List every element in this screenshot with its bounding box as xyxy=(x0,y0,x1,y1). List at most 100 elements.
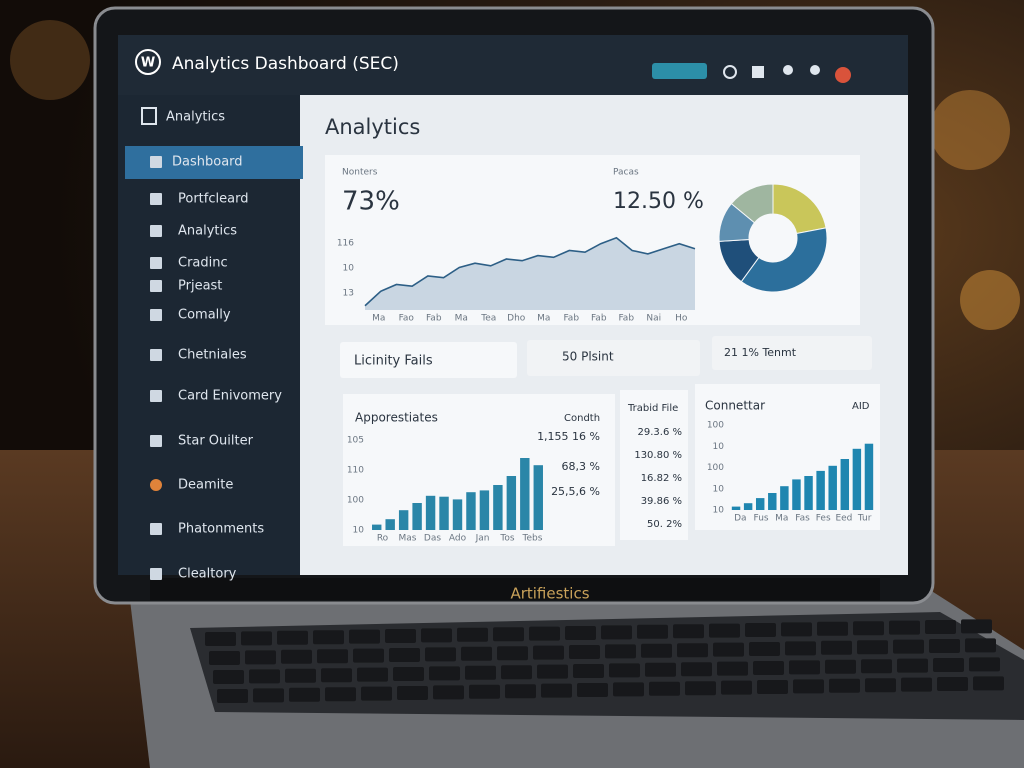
line-area xyxy=(365,237,695,310)
menu-item[interactable]: Analytics xyxy=(178,224,237,239)
x-axis-label: Ma xyxy=(372,314,385,324)
x-axis-label: Ma xyxy=(537,314,550,324)
x-axis-label: Fab xyxy=(563,314,579,324)
y-axis-label: 100 xyxy=(707,463,724,473)
menu-item[interactable]: Dashboard xyxy=(172,155,243,170)
y-axis-label: 10 xyxy=(353,526,365,536)
avatar[interactable] xyxy=(835,67,851,83)
menu-item[interactable]: Prjeast xyxy=(178,279,222,294)
menu-icon xyxy=(150,309,162,321)
key xyxy=(397,686,428,700)
key xyxy=(497,646,528,661)
user-icon[interactable] xyxy=(783,65,793,75)
bokeh xyxy=(10,20,90,100)
x-axis-label: Tea xyxy=(480,314,496,324)
bar xyxy=(533,465,543,530)
x-axis-label: Fao xyxy=(399,314,415,324)
filter-label[interactable]: 50 Plsint xyxy=(562,350,614,364)
stat-value: 73% xyxy=(342,187,400,217)
key xyxy=(289,687,320,702)
menu-icon xyxy=(150,193,162,205)
card-title: Connettar xyxy=(705,399,765,413)
key xyxy=(973,676,1004,691)
bar xyxy=(768,493,777,510)
key xyxy=(757,680,788,694)
key xyxy=(825,659,856,674)
key xyxy=(465,665,496,680)
brand: Artifiestics xyxy=(510,585,589,603)
app-title: Analytics Dashboard (SEC) xyxy=(172,54,399,74)
sidebar-menu: Dashboard Portfcleard Analytics Cradinc Prje… xyxy=(125,146,303,582)
profile-icon[interactable] xyxy=(810,65,820,75)
y-axis-label: 13 xyxy=(343,289,354,299)
list-item: 16.82 % xyxy=(641,473,682,484)
key xyxy=(649,681,680,696)
line xyxy=(364,236,696,307)
filter-label[interactable]: Licinity Fails xyxy=(354,354,433,369)
key xyxy=(721,680,752,695)
key xyxy=(857,640,888,655)
x-axis-label: Fab xyxy=(618,314,634,324)
bokeh xyxy=(930,90,1010,170)
key xyxy=(389,648,420,662)
key xyxy=(645,662,676,677)
key xyxy=(505,684,536,699)
key xyxy=(937,677,968,691)
key xyxy=(961,619,992,634)
card-title: Trabid File xyxy=(627,403,678,414)
x-axis-label: Ado xyxy=(449,534,467,544)
key xyxy=(245,650,276,665)
menu-icon xyxy=(150,280,162,292)
x-axis-label: Jan xyxy=(475,534,490,544)
bar xyxy=(425,495,436,530)
card-title: Apporestiates xyxy=(355,411,438,425)
key xyxy=(277,630,308,645)
key xyxy=(357,667,388,682)
y-axis-label: 10 xyxy=(713,442,725,452)
key xyxy=(745,623,776,637)
notify-icon[interactable] xyxy=(752,66,764,78)
filter[interactable] xyxy=(527,340,700,376)
x-axis-label: Ho xyxy=(675,314,688,324)
x-axis-label: Tebs xyxy=(522,534,543,544)
filter-label[interactable]: 21 1% Tenmt xyxy=(724,346,797,359)
key xyxy=(433,685,464,700)
key xyxy=(361,686,392,701)
donut-slice xyxy=(740,227,828,293)
y-axis-label: 100 xyxy=(707,421,724,431)
menu-item[interactable]: Phatonments xyxy=(178,522,264,537)
key xyxy=(865,678,896,693)
menu-item[interactable]: Deamite xyxy=(178,478,233,493)
key xyxy=(749,642,780,656)
stat-value: 25,5,6 % xyxy=(551,485,600,498)
donut-slice xyxy=(730,183,774,224)
search-box[interactable] xyxy=(652,63,707,79)
key xyxy=(609,663,640,678)
menu-item[interactable]: Clealtory xyxy=(178,567,237,582)
menu-item[interactable]: Card Enivomery xyxy=(178,389,282,404)
bar xyxy=(506,476,517,530)
x-axis-label: Eed xyxy=(835,514,852,524)
menu-item[interactable]: Portfcleard xyxy=(178,192,248,207)
key xyxy=(565,626,596,640)
menu-item[interactable]: Chetniales xyxy=(178,348,247,363)
filter[interactable] xyxy=(712,336,872,370)
bar xyxy=(780,486,789,510)
menu-icon xyxy=(150,479,162,491)
key xyxy=(605,644,636,659)
search-icon[interactable] xyxy=(723,65,737,79)
menu-item[interactable]: Star Ouilter xyxy=(178,434,254,449)
key xyxy=(969,657,1000,672)
key xyxy=(281,649,312,664)
y-axis-label: 105 xyxy=(347,436,364,446)
filter[interactable] xyxy=(340,342,517,378)
key xyxy=(253,688,284,703)
x-axis-label: Ma xyxy=(455,314,468,324)
bar xyxy=(840,459,850,510)
bar xyxy=(731,506,741,510)
key xyxy=(933,658,964,672)
bar xyxy=(792,479,801,510)
menu-item[interactable]: Cradinc xyxy=(178,256,228,271)
menu-item[interactable]: Comally xyxy=(178,308,231,323)
